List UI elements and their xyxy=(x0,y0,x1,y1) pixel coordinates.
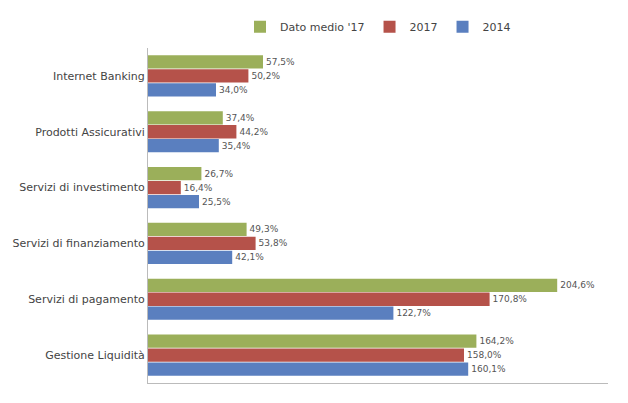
svg-text:25,5%: 25,5% xyxy=(202,197,231,207)
svg-text:34,0%: 34,0% xyxy=(219,85,248,95)
svg-text:Servizi di pagamento: Servizi di pagamento xyxy=(28,293,145,306)
svg-text:26,7%: 26,7% xyxy=(204,169,233,179)
svg-text:16,4%: 16,4% xyxy=(184,183,213,193)
svg-text:Servizi di finanziamento: Servizi di finanziamento xyxy=(12,237,145,250)
svg-text:35,4%: 35,4% xyxy=(222,141,251,151)
svg-text:37,4%: 37,4% xyxy=(226,113,255,123)
svg-text:57,5%: 57,5% xyxy=(266,57,295,67)
svg-text:204,6%: 204,6% xyxy=(560,280,595,290)
svg-text:122,7%: 122,7% xyxy=(396,308,431,318)
svg-text:44,2%: 44,2% xyxy=(239,127,268,137)
svg-text:170,8%: 170,8% xyxy=(493,294,528,304)
svg-text:Internet Banking: Internet Banking xyxy=(53,70,145,83)
svg-text:2014: 2014 xyxy=(483,21,511,34)
svg-text:160,1%: 160,1% xyxy=(471,364,506,374)
svg-text:Prodotti Assicurativi: Prodotti Assicurativi xyxy=(35,126,145,139)
svg-text:Servizi di investimento: Servizi di investimento xyxy=(19,181,145,194)
svg-text:Dato medio '17: Dato medio '17 xyxy=(280,21,365,34)
svg-text:49,3%: 49,3% xyxy=(250,224,279,234)
svg-text:42,1%: 42,1% xyxy=(235,252,264,262)
svg-text:50,2%: 50,2% xyxy=(251,71,280,81)
svg-text:Gestione Liquidità: Gestione Liquidità xyxy=(45,349,145,362)
svg-text:53,8%: 53,8% xyxy=(259,238,288,248)
svg-text:158,0%: 158,0% xyxy=(467,350,502,360)
svg-text:164,2%: 164,2% xyxy=(479,336,514,346)
svg-text:2017: 2017 xyxy=(410,21,438,34)
